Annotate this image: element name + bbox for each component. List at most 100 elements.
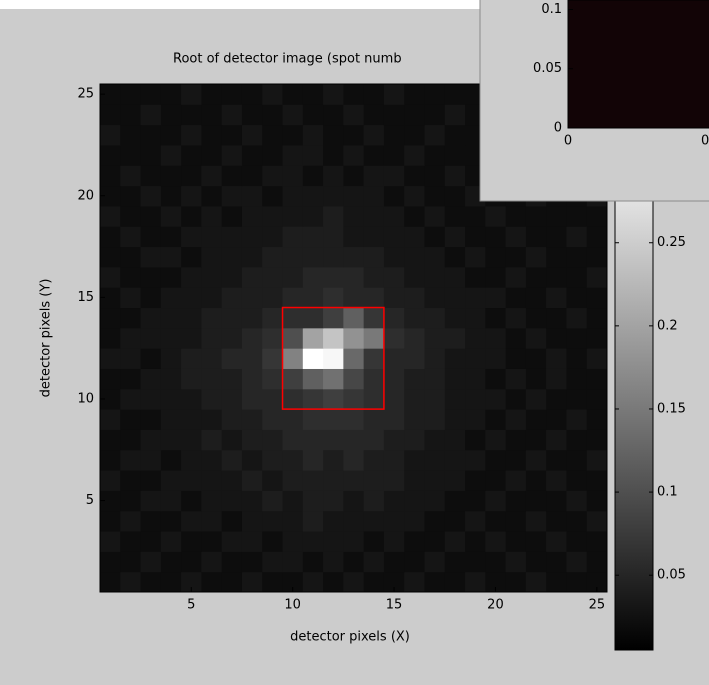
pixel [161, 490, 182, 511]
pixel [526, 206, 547, 227]
pixel [404, 368, 425, 389]
pixel [222, 389, 243, 410]
pixel [120, 572, 141, 593]
pixel [181, 186, 202, 207]
pixel [343, 531, 364, 552]
pixel [364, 308, 385, 329]
pixel [404, 511, 425, 532]
pixel [120, 368, 141, 389]
pixel [262, 145, 283, 166]
pixel [445, 389, 466, 410]
pixel [587, 368, 608, 389]
pixel [120, 104, 141, 125]
pixel [424, 125, 445, 146]
pixel [526, 247, 547, 268]
pixel [506, 267, 527, 288]
pixel [485, 287, 506, 308]
pixel [566, 368, 587, 389]
pixel [120, 165, 141, 186]
pixel [100, 450, 121, 471]
pixel [303, 409, 324, 430]
pixel [465, 247, 486, 268]
pixel [120, 531, 141, 552]
pixel [141, 308, 162, 329]
pixel [384, 551, 405, 572]
pixel [404, 165, 425, 186]
pixel [323, 308, 344, 329]
pixel [283, 328, 304, 349]
pixel [485, 308, 506, 329]
pixel [384, 429, 405, 450]
pixel [384, 125, 405, 146]
pixel [181, 308, 202, 329]
pixel [141, 551, 162, 572]
pixel [201, 348, 222, 369]
pixel [283, 267, 304, 288]
pixel [384, 84, 405, 105]
pixel [120, 328, 141, 349]
pixel [465, 226, 486, 247]
pixel [445, 328, 466, 349]
pixel [343, 226, 364, 247]
pixel [526, 409, 547, 430]
pixel [424, 551, 445, 572]
pixel [364, 368, 385, 389]
pixel [343, 125, 364, 146]
pixel [465, 287, 486, 308]
pixel [100, 409, 121, 430]
pixel [546, 511, 567, 532]
pixel [222, 368, 243, 389]
pixel [445, 226, 466, 247]
pixel [303, 368, 324, 389]
pixel [445, 125, 466, 146]
pixel [161, 368, 182, 389]
pixel [100, 328, 121, 349]
pixel [566, 267, 587, 288]
pixel [201, 429, 222, 450]
pixel [222, 84, 243, 105]
pixel [384, 470, 405, 491]
pixel [141, 572, 162, 593]
x-tick-label: 5 [187, 598, 195, 613]
pixel [343, 308, 364, 329]
pixel [262, 368, 283, 389]
pixel [201, 186, 222, 207]
pixel [465, 511, 486, 532]
pixel [364, 125, 385, 146]
y-tick-label: 0.05 [533, 61, 562, 76]
pixel [161, 125, 182, 146]
pixel [161, 328, 182, 349]
pixel [161, 186, 182, 207]
pixel [526, 368, 547, 389]
pixel [404, 186, 425, 207]
pixel [283, 348, 304, 369]
pixel [262, 84, 283, 105]
pixel [181, 206, 202, 227]
pixel [364, 145, 385, 166]
pixel [506, 470, 527, 491]
pixel [303, 226, 324, 247]
pixel [262, 267, 283, 288]
pixel [323, 368, 344, 389]
pixel [161, 470, 182, 491]
pixel [485, 450, 506, 471]
y-tick-label: 20 [77, 188, 94, 203]
pixel [546, 206, 567, 227]
pixel [303, 429, 324, 450]
pixel [364, 389, 385, 410]
overlay-window[interactable]: 00.100.050.1 [480, 0, 709, 201]
pixel [424, 84, 445, 105]
pixel [283, 165, 304, 186]
pixel [141, 531, 162, 552]
pixel [181, 287, 202, 308]
pixel [526, 429, 547, 450]
pixel [262, 125, 283, 146]
pixel [364, 450, 385, 471]
pixel [181, 511, 202, 532]
pixel [141, 104, 162, 125]
pixel [161, 206, 182, 227]
pixel [364, 267, 385, 288]
y-tick-label: 0 [554, 121, 562, 136]
pixel [566, 389, 587, 410]
pixel [242, 247, 263, 268]
